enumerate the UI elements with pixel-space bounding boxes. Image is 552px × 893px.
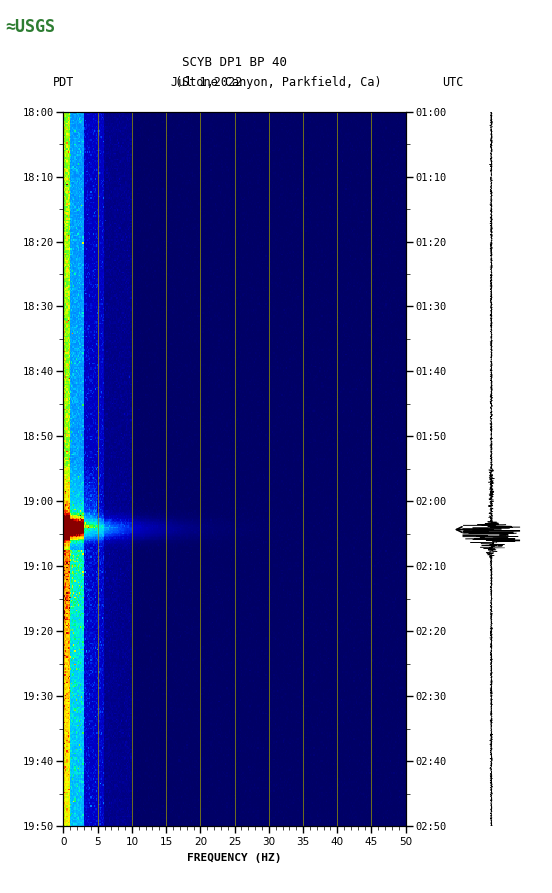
Text: (Stone Canyon, Parkfield, Ca): (Stone Canyon, Parkfield, Ca)	[176, 76, 382, 88]
Text: ≈USGS: ≈USGS	[6, 18, 56, 36]
Text: Jul 1,2022: Jul 1,2022	[171, 76, 243, 88]
Text: PDT: PDT	[52, 76, 74, 88]
Text: SCYB DP1 BP 40: SCYB DP1 BP 40	[182, 56, 287, 69]
X-axis label: FREQUENCY (HZ): FREQUENCY (HZ)	[187, 853, 282, 863]
Text: UTC: UTC	[442, 76, 463, 88]
